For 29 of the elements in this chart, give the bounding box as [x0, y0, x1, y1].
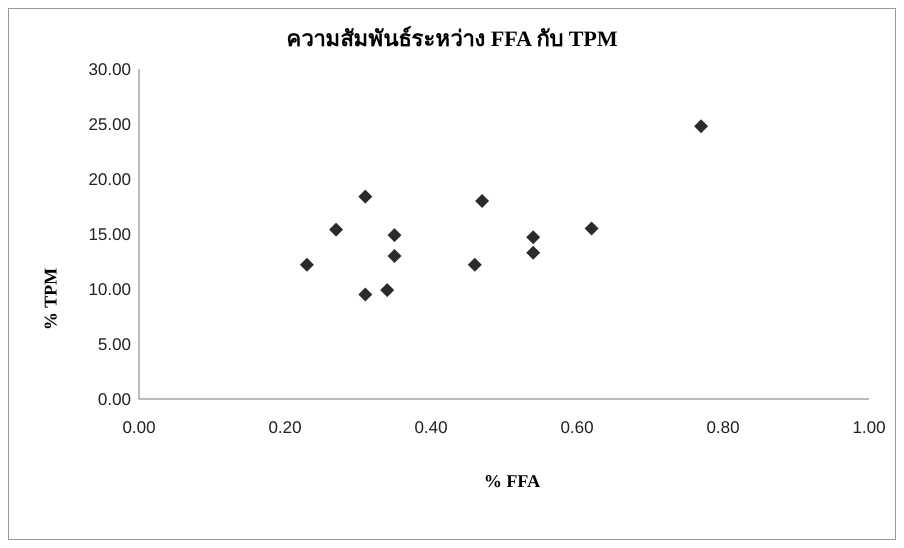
point — [468, 258, 482, 272]
y-tick-label: 0.00 — [98, 390, 131, 410]
x-tick-label: 1.00 — [852, 418, 886, 438]
x-tick-label: 0.00 — [122, 418, 156, 438]
point — [358, 288, 372, 302]
point — [329, 222, 344, 237]
y-tick-label: 10.00 — [88, 280, 131, 300]
y-tick-label: 30.00 — [88, 60, 131, 80]
point — [380, 283, 394, 298]
y-tick-label: 5.00 — [98, 335, 131, 354]
y-axis-title: % TPM — [40, 268, 62, 330]
point — [526, 230, 540, 244]
x-axis-title: % FFA — [482, 471, 542, 492]
x-tick-label: 0.60 — [560, 418, 594, 438]
chart-title: ความสัมพันธ์ระหว่าง FFA กับ TPM — [285, 25, 619, 53]
y-tick-label: 15.00 — [88, 225, 131, 244]
point — [388, 249, 402, 263]
y-tick-label: 20.00 — [88, 170, 131, 190]
x-tick-label: 0.80 — [706, 418, 740, 438]
point — [388, 228, 402, 242]
point — [694, 119, 708, 134]
point — [475, 194, 490, 208]
y-tick-label: 25.00 — [88, 115, 131, 134]
x-tick-label: 0.40 — [414, 418, 448, 438]
point — [584, 222, 599, 236]
point — [526, 246, 540, 260]
point — [300, 258, 314, 272]
point — [358, 190, 372, 204]
x-tick-label: 0.20 — [268, 418, 302, 438]
